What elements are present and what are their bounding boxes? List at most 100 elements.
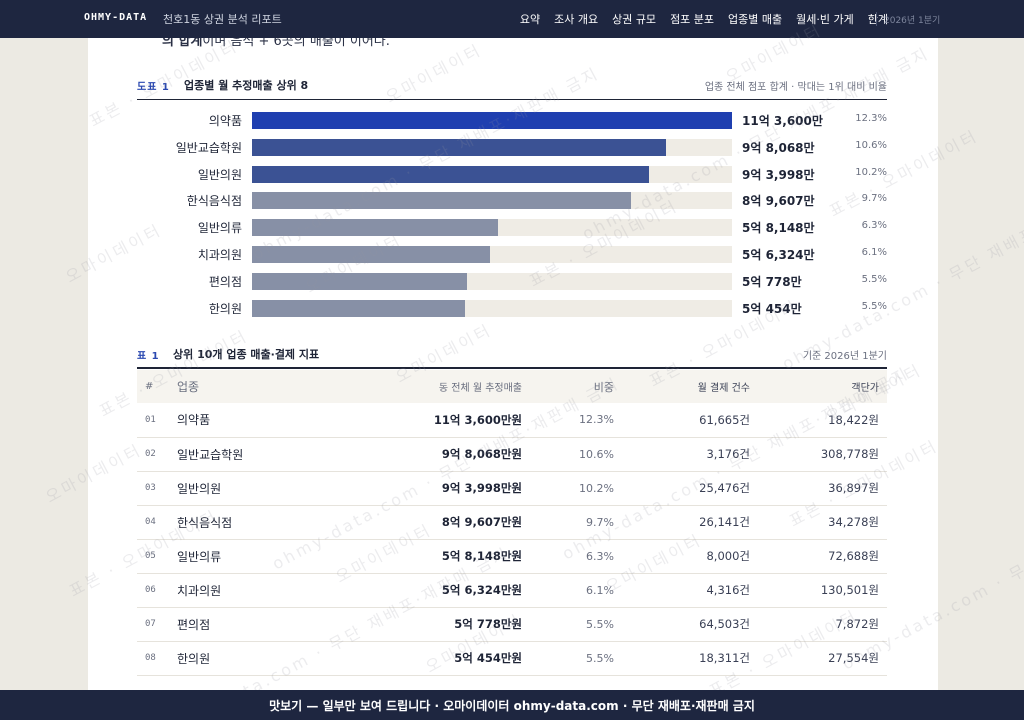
bar-category-label: 치과의원 xyxy=(197,248,242,262)
bar-share-label: 6.3% xyxy=(861,220,887,232)
bar-track xyxy=(252,192,732,210)
cell-payment-count: 4,316건 xyxy=(706,583,750,597)
bar-share-label: 10.6% xyxy=(855,139,887,151)
nav-link-limitations[interactable]: 한계 xyxy=(867,13,888,26)
table-row: 02 일반교습학원 9억 8,068만원 10.6% 3,176건 308,778원 xyxy=(137,437,887,471)
cell-industry: 한의원 xyxy=(177,651,211,666)
table-row: 06 치과의원 5억 6,324만원 6.1% 4,316건 130,501원 xyxy=(137,573,887,607)
bar-track xyxy=(252,219,732,237)
table-note: 기준 2026년 1분기 xyxy=(802,351,887,362)
cell-share: 5.5% xyxy=(586,651,614,665)
nav-link-market-size[interactable]: 상권 규모 xyxy=(612,13,657,26)
cell-average-ticket: 7,872원 xyxy=(835,617,879,631)
table-header-row: # 업종 동 전체 월 추정매출 비중 월 결제 건수 객단가 xyxy=(137,370,887,403)
cell-payment-count: 61,665건 xyxy=(699,412,750,427)
preview-notice-text: 맛보기 — 일부만 보여 드립니다 · 오마이데이터 ohmy-data.com… xyxy=(269,699,755,713)
intro-bold: 의 합계 xyxy=(162,38,203,49)
bar-row: 의약품 11억 3,600만 12.3% xyxy=(137,110,887,130)
bar-category-label: 편의점 xyxy=(208,274,242,289)
cell-average-ticket: 130,501원 xyxy=(820,583,879,597)
cell-industry: 의약품 xyxy=(177,413,211,428)
bar-row: 편의점 5억 778만 5.5% xyxy=(137,271,887,291)
bar-value-label: 5억 454만 xyxy=(742,301,802,316)
nav-divider xyxy=(876,12,877,26)
bar-category-label: 한식음식점 xyxy=(186,194,242,209)
bar-row: 한의원 5억 454만 5.5% xyxy=(137,298,887,318)
table-body: 01 의약품 11억 3,600만원 12.3% 61,665건 18,422원 02 일반교… xyxy=(137,403,887,675)
cell-share: 6.1% xyxy=(586,583,614,597)
cell-share: 6.3% xyxy=(586,549,614,563)
figure-label: 도표 1 xyxy=(137,82,170,93)
figure-title: 업종별 월 추정매출 상위 8 xyxy=(184,79,309,92)
preview-notice-bar: 맛보기 — 일부만 보여 드립니다 · 오마이데이터 ohmy-data.com… xyxy=(0,690,1024,720)
cell-monthly-sales: 5억 8,148만원 xyxy=(441,549,522,563)
cell-monthly-sales: 9억 3,998만원 xyxy=(441,481,522,495)
column-header-rank: # xyxy=(145,381,154,392)
industry-metrics-table: # 업종 동 전체 월 추정매출 비중 월 결제 건수 객단가 01 의약품 11억… xyxy=(137,370,887,676)
cell-payment-count: 3,176건 xyxy=(706,447,750,461)
report-period: 2026년 1분기 xyxy=(884,16,941,26)
cell-rank: 02 xyxy=(145,449,156,459)
bar-category-label: 의약품 xyxy=(208,114,242,128)
bar-value-label: 9억 3,998만 xyxy=(742,167,815,182)
bar xyxy=(252,138,667,156)
cell-industry: 일반의원 xyxy=(177,481,222,496)
bar-value-label: 5억 778만 xyxy=(742,274,802,289)
bar-row: 일반의원 9억 3,998만 10.2% xyxy=(137,164,887,184)
bar-value-label: 5억 8,148만 xyxy=(742,221,815,236)
cell-rank: 01 xyxy=(145,414,156,425)
intro-rest: 이며 음식 + 6곳의 매출이 이어다. xyxy=(202,38,390,49)
bar-value-label: 11억 3,600만 xyxy=(742,114,823,128)
table-row: 05 일반의류 5억 8,148만원 6.3% 8,000건 72,688원 xyxy=(137,539,887,573)
bar xyxy=(252,165,650,183)
cell-monthly-sales: 5억 778만원 xyxy=(454,617,522,631)
cell-share: 10.2% xyxy=(579,481,614,495)
cell-monthly-sales: 5억 454만원 xyxy=(454,651,522,665)
bar-value-label: 9억 8,068만 xyxy=(742,140,815,155)
bar-row: 한식음식점 8억 9,607만 9.7% xyxy=(137,190,887,210)
bar-row: 일반의류 5억 8,148만 6.3% xyxy=(137,217,887,237)
table-label: 표 1 xyxy=(137,351,160,362)
bar xyxy=(252,272,467,290)
bar xyxy=(252,299,466,317)
cell-payment-count: 25,476건 xyxy=(699,481,750,495)
cell-share: 12.3% xyxy=(579,413,614,427)
cell-average-ticket: 18,422원 xyxy=(828,412,879,427)
bar-share-label: 10.2% xyxy=(855,166,887,178)
bar-value-label: 5억 6,324만 xyxy=(742,248,815,262)
cell-industry: 일반교습학원 xyxy=(177,447,244,462)
table-row: 01 의약품 11억 3,600만원 12.3% 61,665건 18,422원 xyxy=(137,403,887,437)
cell-average-ticket: 72,688원 xyxy=(828,549,879,563)
table-row: 04 한식음식점 8억 9,607만원 9.7% 26,141건 34,278원 xyxy=(137,505,887,539)
column-header-average-ticket: 객단가 xyxy=(851,383,879,394)
bar-track xyxy=(252,272,732,290)
cell-industry: 치과의원 xyxy=(177,583,222,598)
section-nav: 요약 조사 개요 상권 규모 점포 분포 업종별 매출 월세·빈 가게 한계 xyxy=(520,11,888,27)
cell-payment-count: 8,000건 xyxy=(706,549,750,563)
cell-average-ticket: 34,278원 xyxy=(828,515,879,529)
column-header-share: 비중 xyxy=(593,380,614,394)
nav-link-store-distribution[interactable]: 점포 분포 xyxy=(670,13,715,26)
bar-category-label: 일반교습학원 xyxy=(175,140,242,155)
cell-monthly-sales: 11억 3,600만원 xyxy=(433,412,522,427)
cell-rank: 08 xyxy=(145,653,156,663)
nav-link-rent-vacancy[interactable]: 월세·빈 가게 xyxy=(796,13,854,26)
bar-category-label: 일반의원 xyxy=(197,167,242,182)
cell-payment-count: 64,503건 xyxy=(699,617,750,631)
bar-track xyxy=(252,246,732,263)
table-header: 표 1 상위 10개 업종 매출·결제 지표 기준 2026년 1분기 xyxy=(137,343,887,369)
document-title: 천호1동 상권 분석 리포트 xyxy=(163,13,282,26)
brand-logo[interactable]: OHMY-DATA xyxy=(84,12,148,23)
bar-row: 일반교습학원 9억 8,068만 10.6% xyxy=(137,137,887,157)
cell-average-ticket: 36,897원 xyxy=(828,481,879,495)
cell-rank: 06 xyxy=(145,585,156,595)
bar-track xyxy=(252,299,732,317)
nav-link-overview[interactable]: 조사 개요 xyxy=(554,13,599,26)
bar xyxy=(252,219,498,237)
table-row: 08 한의원 5억 454만원 5.5% 18,311건 27,554원 xyxy=(137,641,887,675)
bar-track xyxy=(252,165,732,183)
cell-average-ticket: 308,778원 xyxy=(820,447,879,461)
bar-share-label: 9.7% xyxy=(861,193,887,205)
nav-link-summary[interactable]: 요약 xyxy=(519,13,541,26)
nav-link-sales-by-industry[interactable]: 업종별 매출 xyxy=(728,13,783,26)
